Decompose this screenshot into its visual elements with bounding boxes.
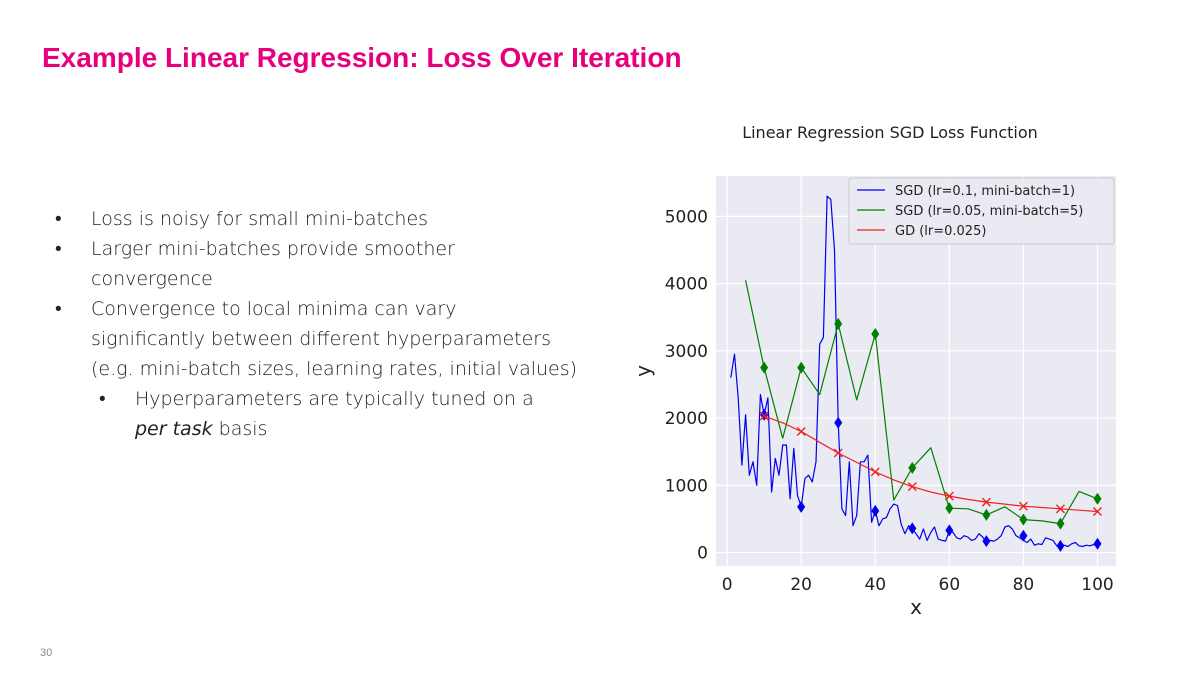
diamond-marker [945, 502, 954, 515]
legend-label: SGD (lr=0.1, mini-batch=1) [895, 184, 1075, 199]
x-marker [1055, 504, 1065, 514]
slide-number: 30 [40, 647, 53, 659]
x-tick-label: 60 [939, 575, 961, 595]
diamond-marker [760, 361, 769, 374]
x-marker [1018, 501, 1028, 511]
y-tick-label: 4000 [665, 275, 708, 295]
x-tick-label: 100 [1081, 575, 1113, 595]
x-marker [759, 411, 769, 421]
bullet-text: per task basis [135, 414, 615, 444]
diamond-marker [1056, 517, 1065, 530]
legend-label: SGD (lr=0.05, mini-batch=5) [895, 204, 1083, 219]
bullet-text: Larger mini-batches provide smoother [91, 238, 455, 260]
x-tick-label: 80 [1013, 575, 1035, 595]
chart-title: Linear Regression SGD Loss Function [742, 123, 1038, 142]
x-axis-label: x [910, 595, 922, 619]
diamond-marker [797, 500, 806, 513]
series-line-3 [763, 415, 1098, 513]
bullet-dot-icon: • [55, 208, 62, 230]
bullet-text: Loss is noisy for small mini-batches [91, 208, 429, 230]
x-marker [833, 448, 843, 458]
y-tick-label: 3000 [665, 342, 708, 362]
x-marker [796, 427, 806, 437]
bullet-item: • Loss is noisy for small mini-batches [55, 204, 615, 234]
diamond-marker [982, 535, 991, 548]
series-group [730, 195, 1102, 552]
diamond-marker [908, 461, 917, 474]
bullet-item: • Larger mini-batches provide smoother c… [55, 234, 615, 294]
bullet-text: convergence [91, 268, 213, 290]
y-tick-label: 0 [697, 544, 708, 564]
x-marker [870, 467, 880, 477]
diamond-marker [1019, 513, 1028, 526]
x-tick-label: 20 [790, 575, 812, 595]
diamond-marker [945, 524, 954, 537]
bullet-text: (e.g. mini-batch sizes, learning rates, … [91, 358, 578, 380]
diamond-marker [1056, 539, 1065, 552]
bullet-text: Convergence to local minima can vary [91, 298, 457, 320]
y-tick-label: 2000 [665, 409, 708, 429]
diamond-marker [1019, 529, 1028, 542]
bullet-item: • Convergence to local minima can vary s… [55, 294, 615, 384]
bullet-text-rest: basis [212, 418, 268, 440]
diamond-marker [908, 522, 917, 535]
x-tick-label: 0 [722, 575, 733, 595]
x-marker [907, 482, 917, 492]
bullet-text: significantly between different hyperpar… [91, 328, 551, 350]
y-tick-label: 5000 [665, 207, 708, 227]
legend-box [848, 177, 1115, 245]
slide-title: Example Linear Regression: Loss Over Ite… [42, 42, 682, 73]
series-line-2 [745, 280, 1098, 525]
diamond-marker [982, 508, 991, 521]
bullet-dot-icon: • [55, 298, 62, 320]
sub-bullet-item: • Hyperparameters are typically tuned on… [55, 384, 615, 444]
bullet-list: • Loss is noisy for small mini-batches •… [55, 204, 615, 444]
diamond-marker [797, 361, 806, 374]
x-tick-label: 40 [864, 575, 886, 595]
diamond-marker [834, 317, 843, 330]
bullet-dot-icon: • [99, 388, 106, 410]
x-marker [981, 497, 991, 507]
bullet-dot-icon: • [55, 238, 62, 260]
diamond-marker [871, 328, 880, 341]
y-tick-label: 1000 [665, 476, 708, 496]
emphasis-text: per task [135, 418, 213, 440]
x-marker [944, 491, 954, 501]
legend: SGD (lr=0.1, mini-batch=1) SGD (lr=0.05, … [848, 177, 1115, 245]
diamond-marker [1093, 537, 1102, 550]
diamond-marker [871, 504, 880, 517]
bullet-text: Hyperparameters are typically tuned on a [135, 388, 534, 410]
diamond-marker [1093, 492, 1102, 505]
x-marker [1092, 507, 1102, 517]
loss-chart: Linear Regression SGD Loss Function 0 20 4… [631, 123, 1116, 619]
y-axis-label: y [631, 365, 655, 377]
legend-label: GD (lr=0.025) [895, 224, 986, 239]
diamond-marker [834, 416, 843, 429]
